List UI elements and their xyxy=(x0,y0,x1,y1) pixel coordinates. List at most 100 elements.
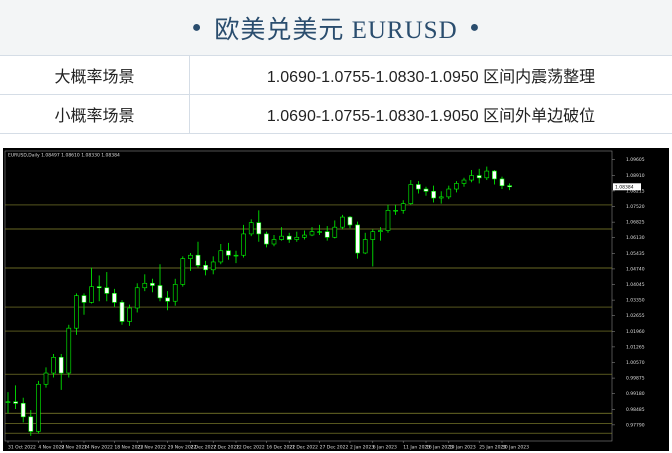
x-tick-label: 21 Dec 2022 xyxy=(289,445,318,451)
y-tick-label: 1.08910 xyxy=(626,173,645,179)
candle-body xyxy=(476,175,482,179)
y-tick-label: 1.01265 xyxy=(626,344,645,350)
candle-body xyxy=(195,254,201,266)
candle-body xyxy=(256,222,262,235)
candle-body xyxy=(165,297,170,302)
y-tick-label: 1.04045 xyxy=(626,282,645,288)
candle-body xyxy=(347,216,353,226)
candle-body xyxy=(112,293,117,303)
candle-body xyxy=(370,231,376,240)
plot-frame xyxy=(4,150,613,442)
candle-body xyxy=(378,230,383,232)
candle-body xyxy=(408,184,414,204)
x-tick-label: 29 Nov 2022 xyxy=(168,445,197,451)
y-tick-label: 1.03350 xyxy=(626,298,645,304)
candle-body xyxy=(58,357,64,374)
x-tick-label: 2 Dec 2022 xyxy=(190,445,216,451)
x-tick-label: 16 Dec 2022 xyxy=(266,445,295,451)
x-tick-label: 31 Oct 2022 xyxy=(8,445,36,451)
candle-body xyxy=(226,250,231,256)
candle-body xyxy=(28,416,34,432)
x-tick-label: 4 Nov 2022 xyxy=(38,445,64,451)
candle-body xyxy=(172,284,178,302)
candle-body xyxy=(248,222,254,235)
x-tick-label: 11 Jan 2023 xyxy=(403,445,430,451)
cell: 1.0690-1.0755-1.0830-1.0950 区间内震荡整理 xyxy=(189,55,672,95)
chart-title: EURUSD,Daily 1.08497 1.08610 1.08330 1.0… xyxy=(8,153,120,159)
last-price-box xyxy=(613,183,641,191)
candle-body xyxy=(119,302,125,322)
candle-body xyxy=(264,233,269,245)
x-tick-label: 27 Dec 2022 xyxy=(320,445,349,451)
y-tick-label: 1.01960 xyxy=(626,329,645,335)
candle-body xyxy=(431,190,436,199)
x-tick-label: 30 Jan 2023 xyxy=(502,445,529,451)
chart-bg xyxy=(3,148,669,451)
y-tick-label: 1.09605 xyxy=(626,157,645,163)
candle-body xyxy=(416,184,421,190)
candle-body xyxy=(271,239,277,245)
candle-body xyxy=(492,170,497,180)
candle-body xyxy=(210,261,216,271)
candle-body xyxy=(36,383,41,432)
cell: 小概率场景 xyxy=(0,94,190,134)
candle-body xyxy=(400,203,406,211)
candle-body xyxy=(74,295,79,329)
candle-body xyxy=(286,235,292,240)
title: 欧美兑美元 EURUSD xyxy=(214,16,458,44)
candle-body xyxy=(188,254,193,259)
candle-body xyxy=(309,231,315,236)
x-tick-label: 14 Nov 2022 xyxy=(84,445,113,451)
candle-body xyxy=(20,403,26,418)
candle-body xyxy=(279,235,284,240)
candle-body xyxy=(51,357,56,374)
y-tick-label: 0.97790 xyxy=(626,422,645,428)
x-tick-label: 7 Dec 2022 xyxy=(213,445,239,451)
candle-body xyxy=(393,210,398,212)
candle-body xyxy=(362,239,368,254)
candle-body xyxy=(241,233,246,256)
candle-body xyxy=(218,250,224,263)
candle-body xyxy=(150,282,155,286)
candle-body xyxy=(142,282,148,289)
x-tick-label: 9 Nov 2022 xyxy=(61,445,87,451)
x-tick-label: 16 Jan 2023 xyxy=(426,445,453,451)
candle-body xyxy=(302,234,307,238)
last-price: 1.08384 xyxy=(615,184,634,190)
chart: EURUSD,Daily 1.08497 1.08610 1.08330 1.0… xyxy=(3,148,669,451)
row: 小概率场景 1.0690-1.0755-1.0830-1.9050 区间外单边破位 xyxy=(0,94,672,134)
header: ● 欧美兑美元 EURUSD ● xyxy=(0,0,672,55)
y-tick-label: 1.00570 xyxy=(626,360,645,366)
cell: 1.0690-1.0755-1.0830-1.9050 区间外单边破位 xyxy=(189,94,672,134)
candle-body xyxy=(461,179,467,184)
x-tick-label: 2 Jan 2023 xyxy=(350,445,374,451)
candle-body xyxy=(499,178,505,186)
candle-body xyxy=(157,285,163,299)
candle-body xyxy=(446,188,452,198)
scenario-table: 大概率场景 1.0690-1.0755-1.0830-1.0950 区间内震荡整理… xyxy=(0,55,672,134)
row: 大概率场景 1.0690-1.0755-1.0830-1.0950 区间内震荡整理 xyxy=(0,55,672,95)
candle-body xyxy=(484,170,490,179)
y-tick-label: 1.02655 xyxy=(626,313,645,319)
candle-body xyxy=(89,286,94,303)
x-tick-label: 25 Jan 2023 xyxy=(479,445,506,451)
candle-body xyxy=(66,327,72,374)
y-tick-label: 1.07520 xyxy=(626,204,645,210)
x-tick-label: 18 Nov 2022 xyxy=(114,445,143,451)
candle-body xyxy=(96,286,102,289)
candle-body xyxy=(507,185,512,188)
x-tick-label: 12 Dec 2022 xyxy=(236,445,265,451)
candle-body xyxy=(454,183,459,190)
candle-body xyxy=(134,287,140,309)
x-tick-label: 6 Jan 2023 xyxy=(373,445,397,451)
candle-body xyxy=(43,372,49,385)
candle-body xyxy=(423,188,429,192)
candle-body xyxy=(469,175,474,181)
candle-body xyxy=(294,236,300,240)
cell: 大概率场景 xyxy=(0,55,190,95)
y-tick-label: 0.99180 xyxy=(626,391,645,397)
x-tick-label: 23 Nov 2022 xyxy=(137,445,166,451)
candle-body xyxy=(340,216,345,228)
candle-body xyxy=(104,287,110,294)
x-tick-label: 19 Jan 2023 xyxy=(449,445,476,451)
